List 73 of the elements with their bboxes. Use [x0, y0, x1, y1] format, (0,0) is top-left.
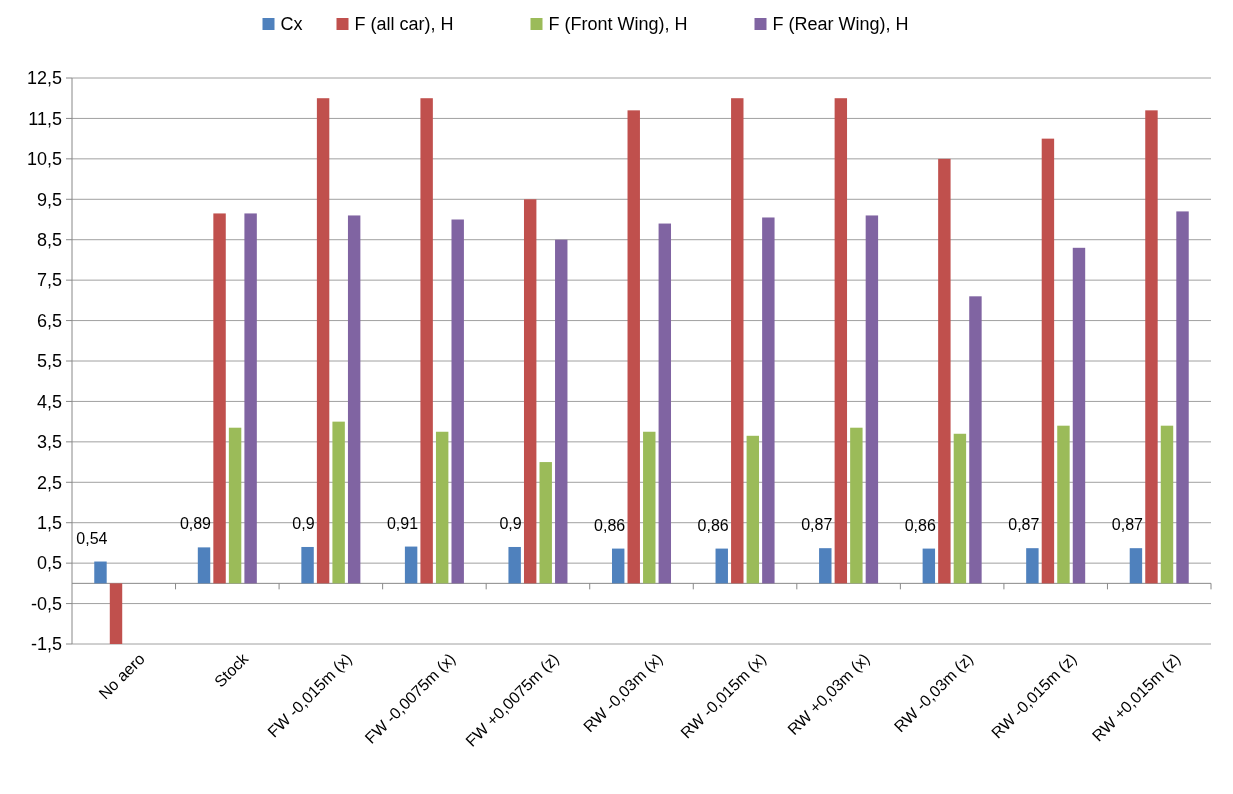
bar [508, 546, 521, 584]
bar [643, 431, 656, 584]
bar [404, 546, 418, 584]
y-tick-label: 1,5 [36, 513, 62, 534]
bar [435, 431, 449, 584]
bar [658, 223, 672, 584]
bar [953, 433, 967, 584]
bar [762, 217, 775, 584]
y-tick-label: -1,5 [30, 634, 62, 655]
bar [746, 435, 760, 584]
data-label: 0,87 [1111, 516, 1144, 534]
data-label: 0,54 [76, 529, 108, 547]
bar [865, 215, 879, 584]
bar [819, 548, 832, 584]
bar [555, 239, 568, 584]
bar [523, 199, 537, 584]
bar [539, 462, 552, 584]
bar [1072, 247, 1086, 584]
data-label: 0,9 [499, 514, 522, 532]
bar [420, 98, 433, 584]
bar [244, 213, 257, 584]
data-label: 0,89 [179, 515, 212, 533]
data-label: 0,91 [386, 514, 419, 532]
bar [451, 219, 464, 584]
bar [316, 98, 330, 584]
legend-label: Cx [280, 14, 303, 34]
legend-label: F (Front Wing), H [548, 14, 688, 34]
y-tick-label: 0,5 [36, 553, 62, 574]
data-label: 0,86 [697, 516, 729, 534]
bar [922, 548, 936, 584]
bar [1176, 211, 1189, 584]
data-label: 0,87 [801, 516, 833, 534]
bar [332, 421, 345, 584]
y-tick-label: 6,5 [36, 310, 62, 331]
bar [1057, 425, 1070, 584]
y-tick-label: 10,5 [26, 149, 62, 170]
bar [1041, 138, 1055, 584]
bar [1129, 548, 1143, 584]
bar [1145, 110, 1158, 584]
y-tick-label: 4,5 [36, 391, 62, 412]
legend-label: F (all car), H [354, 14, 454, 34]
bar [731, 98, 744, 584]
bar [1160, 425, 1174, 584]
bar [611, 548, 625, 584]
data-label: 0,9 [292, 514, 315, 532]
bar [715, 548, 728, 584]
bar [969, 296, 982, 584]
data-label: 0,86 [594, 516, 626, 534]
legend-label: F (Rear Wing), H [772, 14, 909, 34]
data-label: 0,87 [1008, 516, 1040, 534]
bar [1026, 548, 1039, 584]
bar [347, 215, 361, 584]
y-tick-label: 9,5 [36, 189, 62, 210]
bar [228, 427, 242, 584]
bar [938, 158, 951, 584]
bar [213, 213, 226, 584]
bar [109, 583, 123, 644]
y-tick-label: -0,5 [30, 593, 62, 614]
bar [627, 110, 640, 584]
bar [850, 427, 863, 584]
y-tick-label: 3,5 [36, 432, 62, 453]
bar [94, 561, 107, 584]
y-tick-label: 8,5 [36, 230, 62, 251]
x-tick-label: No aero [95, 649, 148, 703]
bar [834, 98, 848, 584]
data-label: 0,86 [904, 516, 936, 534]
y-tick-label: 2,5 [36, 472, 62, 493]
y-tick-label: 7,5 [36, 270, 62, 291]
bar [197, 547, 211, 584]
y-tick-label: 5,5 [36, 351, 62, 372]
bar [301, 546, 314, 584]
y-tick-label: 12,5 [26, 68, 62, 89]
y-tick-label: 11,5 [28, 108, 62, 129]
